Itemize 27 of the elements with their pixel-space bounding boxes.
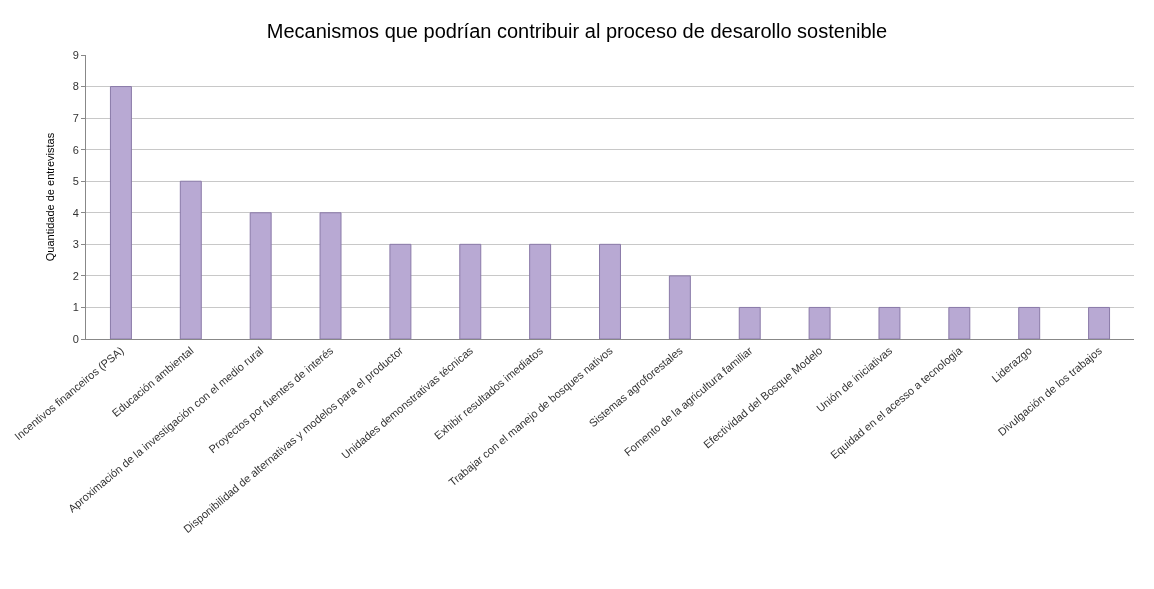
- bar: [249, 212, 272, 339]
- bar: [1088, 306, 1111, 339]
- bar: [599, 243, 621, 339]
- bar: [878, 306, 901, 339]
- bar: [808, 306, 831, 339]
- y-tick-label: 9: [72, 48, 79, 61]
- y-axis-title: Quantidade de entrevistas: [44, 132, 56, 262]
- y-tick-label: 8: [72, 80, 79, 93]
- bar: [389, 243, 412, 339]
- bar: [948, 306, 971, 339]
- bar: [738, 306, 761, 339]
- y-tick-label: 6: [72, 143, 79, 156]
- chart-title: Mecanismos que podrían contribuir al proceso de desarollo sostenible: [266, 19, 888, 42]
- y-tick-label: 0: [72, 332, 79, 345]
- y-tick-label: 3: [72, 238, 79, 251]
- y-tick-label: 1: [72, 301, 79, 314]
- bar: [319, 212, 342, 339]
- y-tick-label: 2: [72, 269, 79, 282]
- bar: [668, 275, 691, 339]
- bar: [529, 243, 552, 339]
- y-tick-label: 7: [72, 111, 79, 124]
- bar: [109, 86, 132, 339]
- y-tick-label: 5: [72, 175, 79, 188]
- bar: [459, 243, 482, 339]
- y-tick-label: 4: [72, 206, 79, 219]
- bar: [179, 180, 202, 339]
- bar: [1018, 306, 1041, 339]
